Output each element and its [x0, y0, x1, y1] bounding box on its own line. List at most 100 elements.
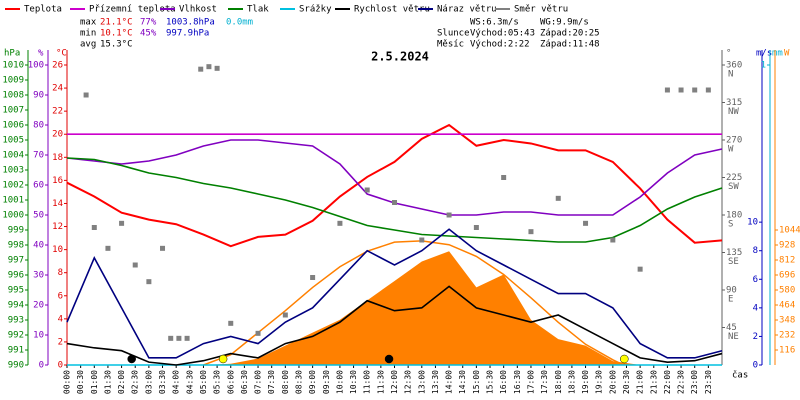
x-tick-label: 07:30 [267, 370, 276, 394]
stat-label: max [80, 18, 97, 28]
y-tick-label: 360 [726, 61, 742, 71]
series-line [66, 228, 723, 359]
x-tick-label: 11:00 [363, 370, 372, 394]
wind-direction-point [83, 92, 89, 98]
wind-direction-point [146, 279, 152, 285]
y-tick-label: 26 [52, 61, 63, 71]
wind-direction-point [692, 87, 698, 93]
chart-title: 2.5.2024 [371, 50, 429, 64]
legend-label: Teplota [24, 5, 62, 15]
x-tick-label: 03:00 [144, 370, 153, 394]
wind-direction-point [392, 200, 397, 205]
y-tick-label: 8 [58, 268, 63, 278]
legend-label: Směr větru [514, 5, 568, 15]
info-text: Západ:11:48 [540, 40, 600, 50]
info-text: Západ:20:25 [540, 29, 600, 39]
x-tick-label: 13:00 [417, 370, 426, 394]
sun-moon-marker [127, 354, 136, 364]
y-tick-label: 999 [8, 226, 24, 236]
x-tick-label: 10:00 [335, 370, 344, 394]
info-text: Měsíc [437, 40, 464, 50]
legend-label: Rychlost větru [354, 5, 430, 15]
y-tick-label: 1008 [2, 91, 24, 101]
wind-direction-point [132, 262, 138, 268]
y-tick-label: 90 [726, 286, 737, 296]
y-tick-label: 993 [8, 316, 24, 326]
x-tick-label: 08:00 [281, 370, 290, 394]
direction-label: S [728, 220, 733, 230]
x-tick-label: 20:00 [608, 370, 617, 394]
sun-moon-marker [218, 354, 228, 364]
y-tick-label: 24 [52, 84, 63, 94]
y-tick-label: 225 [726, 173, 742, 183]
y-tick-label: 90 [33, 91, 44, 101]
x-tick-label: 21:30 [649, 370, 658, 394]
y-tick-label: 1009 [2, 76, 24, 86]
wind-direction-point [610, 237, 616, 243]
y-tick-label: 6 [753, 275, 758, 285]
axis-label: m/s [756, 49, 772, 59]
x-tick-label: 10:30 [349, 370, 358, 394]
x-tick-label: 20:30 [622, 370, 631, 394]
wind-direction-point [176, 335, 182, 341]
x-tick-label: 14:30 [458, 370, 467, 394]
wind-direction-point [637, 266, 643, 272]
y-tick-label: 16 [52, 176, 63, 186]
x-tick-label: 15:00 [472, 370, 481, 394]
axis-label: % [38, 49, 44, 59]
direction-label: W [728, 145, 734, 155]
legend-label: Přízemní teplota [89, 5, 176, 15]
x-tick-label: 07:00 [254, 370, 263, 394]
y-tick-label: 348 [779, 316, 795, 326]
direction-label: E [728, 295, 733, 305]
x-tick-label: 19:30 [595, 370, 604, 394]
y-tick-label: 1001 [2, 196, 24, 206]
x-tick-label: 12:30 [404, 370, 413, 394]
stat-value: 10.1°C [100, 29, 133, 39]
x-tick-label: 17:30 [540, 370, 549, 394]
y-tick-label: 22 [52, 107, 63, 117]
wind-direction-point [206, 64, 212, 70]
legend-label: Náraz větru [437, 5, 497, 15]
axis-label: W [784, 49, 790, 59]
series-line [66, 123, 723, 248]
y-tick-label: 20 [33, 301, 44, 311]
stat-value: 15.3°C [100, 40, 133, 50]
y-tick-label: 990 [8, 361, 24, 371]
y-tick-label: 50 [33, 211, 44, 221]
legend-label: Tlak [247, 5, 269, 15]
x-tick-label: 02:30 [131, 370, 140, 394]
info-text: Východ:05:43 [470, 29, 535, 39]
x-axis-label: čas [732, 370, 748, 381]
direction-label: N [728, 70, 733, 80]
wind-direction-point [255, 330, 261, 336]
y-tick-label: 1007 [2, 106, 24, 116]
legend-label: Srážky [299, 5, 332, 15]
y-tick-label: 4 [58, 314, 63, 324]
y-tick-label: 20 [52, 130, 63, 140]
x-tick-label: 21:00 [636, 370, 645, 394]
x-tick-label: 00:00 [63, 370, 72, 394]
y-tick-label: 60 [33, 181, 44, 191]
x-tick-label: 06:30 [240, 370, 249, 394]
y-tick-label: 464 [779, 301, 795, 311]
y-tick-label: 992 [8, 331, 24, 341]
y-tick-label: 116 [779, 346, 795, 356]
y-tick-label: 45 [726, 323, 737, 333]
info-text: Východ:2:22 [470, 40, 530, 50]
stat-value: 0.0mm [226, 18, 253, 28]
axis-label: ° [726, 49, 731, 59]
y-tick-label: 1044 [779, 226, 800, 236]
x-tick-label: 18:00 [554, 370, 563, 394]
direction-label: NE [728, 332, 739, 342]
y-tick-label: 1000 [2, 211, 24, 221]
y-tick-label: 180 [726, 211, 742, 221]
y-tick-label: 315 [726, 98, 742, 108]
y-tick-label: 991 [8, 346, 24, 356]
y-tick-label: 4 [753, 303, 758, 313]
x-tick-label: 05:30 [213, 370, 222, 394]
y-tick-label: 12 [52, 222, 63, 232]
x-tick-label: 17:00 [526, 370, 535, 394]
wind-direction-point [364, 187, 370, 193]
x-tick-label: 01:30 [103, 370, 112, 394]
